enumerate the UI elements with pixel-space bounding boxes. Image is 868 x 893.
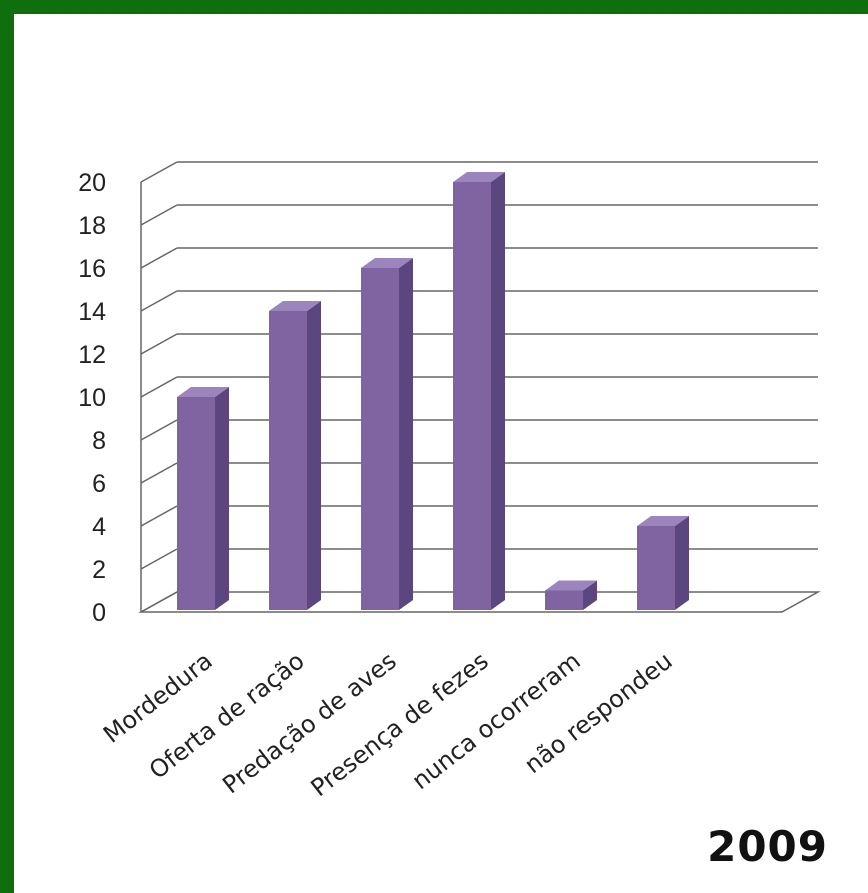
bar-side [215, 387, 229, 610]
y-tick-label: 8 [92, 427, 106, 455]
gridline-side [140, 505, 178, 527]
x-tick-label: Oferta de ração [144, 647, 310, 785]
y-tick-label: 20 [78, 169, 106, 197]
y-tick-label: 16 [78, 255, 106, 283]
gridline-side [140, 247, 178, 269]
gridline-side [140, 462, 178, 484]
y-tick-label: 0 [92, 599, 106, 627]
chart-panel: 0 2 4 6 8 10 12 14 16 18 20 Mordedura Oferta de raçã… [14, 14, 868, 893]
bar-top [453, 172, 505, 182]
bar-side [583, 580, 597, 610]
bar-side [399, 258, 413, 610]
x-tick-label: nunca ocorreram [407, 647, 586, 795]
bar [545, 590, 583, 610]
bar-top [545, 580, 597, 591]
bar-side [491, 172, 505, 610]
gridline-side [140, 376, 178, 398]
y-tick-label: 2 [92, 556, 106, 584]
bar [269, 311, 307, 610]
bar-side [307, 301, 321, 610]
bar-top [177, 387, 229, 397]
y-tick-label: 10 [78, 384, 106, 412]
y-tick-label: 14 [78, 298, 106, 326]
year-annotation: 2009 [707, 822, 828, 871]
gridline-side [140, 333, 178, 355]
bar [453, 182, 491, 610]
bar [637, 526, 675, 610]
gridline-side [140, 548, 178, 570]
chart-floor [138, 591, 821, 613]
y-tick-label: 4 [92, 513, 106, 541]
y-tick-label: 12 [78, 341, 106, 369]
gridline-side [140, 290, 178, 312]
y-tick-label: 6 [92, 470, 106, 498]
bar-side [675, 516, 689, 610]
gridline-side [140, 161, 178, 183]
gridline-side [140, 419, 178, 441]
bar-top [361, 258, 413, 268]
bar-top [637, 516, 689, 526]
gridline-side [140, 204, 178, 226]
bar [361, 268, 399, 610]
bar-top [269, 301, 321, 311]
y-tick-label: 18 [78, 212, 106, 240]
bar [177, 397, 215, 610]
